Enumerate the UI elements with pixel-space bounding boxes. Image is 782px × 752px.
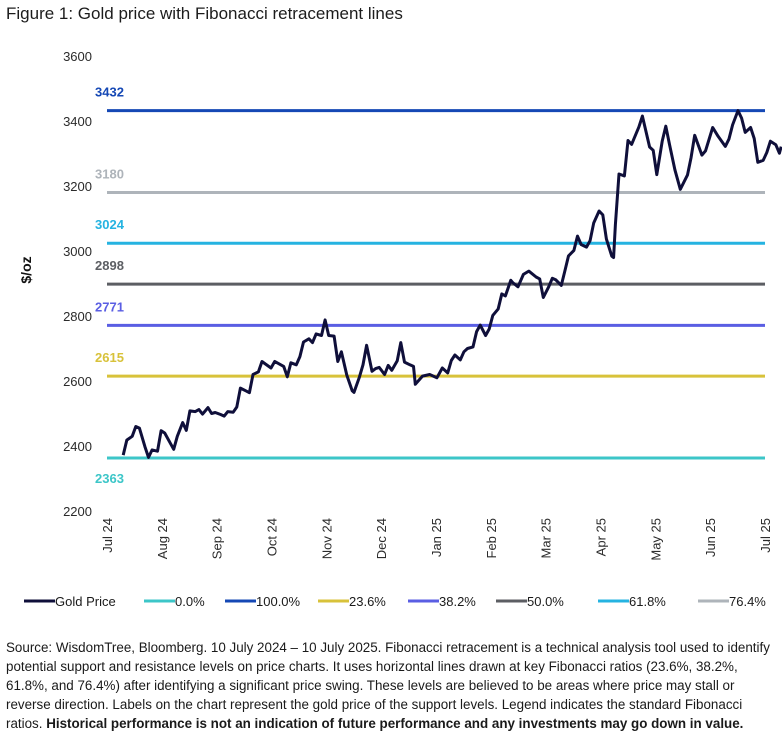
y-tick-label: 3600: [63, 49, 92, 64]
legend-label: 0.0%: [175, 594, 205, 609]
fib-value-label: 2615: [95, 350, 124, 365]
fib-value-label: 2771: [95, 299, 124, 314]
source-note: Source: WisdomTree, Bloomberg. 10 July 2…: [6, 638, 774, 733]
fib-value-label: 3024: [95, 217, 125, 232]
legend-label: 50.0%: [527, 594, 564, 609]
y-tick-label: 3000: [63, 244, 92, 259]
y-tick-label: 3400: [63, 114, 92, 129]
source-disclaimer: Historical performance is not an indicat…: [46, 716, 744, 731]
fib-value-label: 2898: [95, 258, 124, 273]
y-axis-ticks: 2200 2400 2600 2800 3000 3200 3400 3600: [63, 49, 92, 519]
x-tick-label: Oct 24: [265, 518, 280, 556]
figure-title: Figure 1: Gold price with Fibonacci retr…: [6, 4, 403, 23]
y-tick-label: 2600: [63, 374, 92, 389]
y-tick-label: 2200: [63, 504, 92, 519]
legend-label: 61.8%: [629, 594, 666, 609]
x-tick-label: Apr 25: [594, 518, 609, 556]
gold-price-series: [121, 109, 782, 459]
gold-price-chart: 2200 2400 2600 2800 3000 3200 3400 3600 $/oz 23…: [18, 49, 782, 609]
y-tick-label: 2400: [63, 439, 92, 454]
x-tick-label: Nov 24: [319, 518, 334, 559]
fibonacci-lines: 2363 3432 2615 2771 2898 3024 3180: [95, 85, 765, 486]
legend-label: Gold Price: [55, 594, 116, 609]
x-tick-label: Jul 24: [100, 518, 115, 553]
legend-label: 23.6%: [349, 594, 386, 609]
x-tick-label: Jul 25: [758, 518, 773, 553]
fib-value-label: 3432: [95, 85, 124, 100]
legend-label: 38.2%: [439, 594, 476, 609]
x-tick-label: Aug 24: [155, 518, 170, 559]
x-tick-label: Feb 25: [484, 518, 499, 558]
y-tick-label: 2800: [63, 309, 92, 324]
x-tick-label: Jan 25: [429, 518, 444, 557]
fib-value-label: 2363: [95, 471, 124, 486]
x-tick-label: May 25: [648, 518, 663, 561]
source-text: Source: WisdomTree, Bloomberg. 10 July 2…: [6, 640, 770, 731]
x-axis-ticks: Jul 24 Aug 24 Sep 24 Oct 24 Nov 24 Dec 24 Jan …: [100, 518, 773, 561]
legend-label: 100.0%: [256, 594, 301, 609]
y-axis-title: $/oz: [18, 256, 34, 283]
x-tick-label: Sep 24: [210, 518, 225, 559]
chart-legend: Gold Price 0.0% 100.0% 23.6% 38.2% 50.0% 61.8%…: [24, 594, 766, 609]
x-tick-label: Dec 24: [374, 518, 389, 559]
legend-label: 76.4%: [729, 594, 766, 609]
x-tick-label: Mar 25: [539, 518, 554, 558]
y-tick-label: 3200: [63, 179, 92, 194]
fib-value-label: 3180: [95, 167, 124, 182]
x-tick-label: Jun 25: [703, 518, 718, 557]
gold-price-line: [121, 109, 782, 459]
